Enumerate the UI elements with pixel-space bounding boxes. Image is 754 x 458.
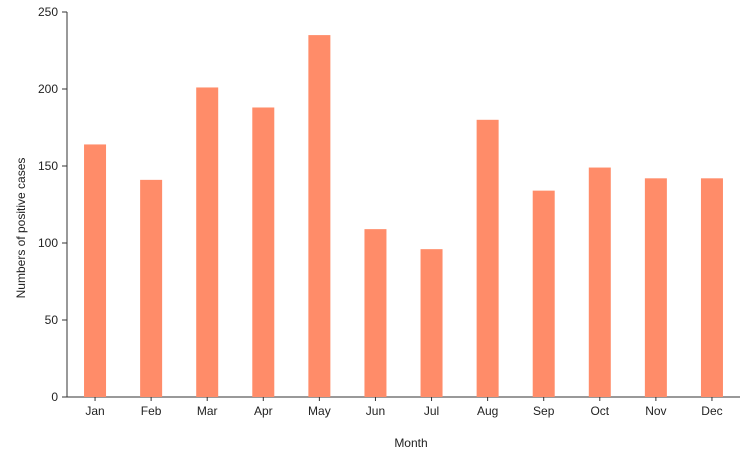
x-tick-label-apr: Apr (254, 404, 273, 418)
x-tick-label-jan: Jan (85, 404, 104, 418)
x-tick-label-mar: Mar (197, 404, 218, 418)
x-axis-title: Month (394, 436, 427, 450)
x-tick-label-feb: Feb (141, 404, 162, 418)
bar-jul (420, 249, 443, 397)
bars (84, 35, 723, 398)
x-tick-label-dec: Dec (701, 404, 722, 418)
bar-oct (588, 167, 611, 397)
y-axis: 0 50 100 150 200 250 (38, 5, 68, 404)
x-tick-label-jun: Jun (366, 404, 385, 418)
bar-aug (476, 119, 499, 398)
bar-sep (532, 190, 555, 397)
y-tick-label: 0 (51, 390, 58, 404)
x-tick-label-aug: Aug (477, 404, 498, 418)
bar-jun (364, 229, 387, 397)
x-tick-label-sep: Sep (533, 404, 555, 418)
x-tick-label-may: May (308, 404, 331, 418)
y-axis-title: Numbers of positive cases (14, 158, 28, 299)
x-tick-label-nov: Nov (645, 404, 666, 418)
x-tick-label-jul: Jul (424, 404, 439, 418)
bar-dec (700, 178, 723, 397)
bar-mar (196, 87, 219, 398)
x-axis: Jan Feb Mar Apr May Jun Jul Aug Sep Oct Nov Dec (67, 396, 740, 418)
y-tick-label: 200 (38, 82, 58, 96)
y-tick-label: 50 (45, 313, 59, 327)
y-tick-label: 150 (38, 159, 58, 173)
x-tick-label-oct: Oct (590, 404, 609, 418)
bar-nov (644, 178, 667, 397)
y-tick-label: 250 (38, 5, 58, 19)
bar-jan (84, 144, 107, 397)
bar-apr (252, 107, 275, 397)
bar-feb (140, 179, 163, 397)
y-tick-label: 100 (38, 236, 58, 250)
bar-may (308, 35, 331, 397)
